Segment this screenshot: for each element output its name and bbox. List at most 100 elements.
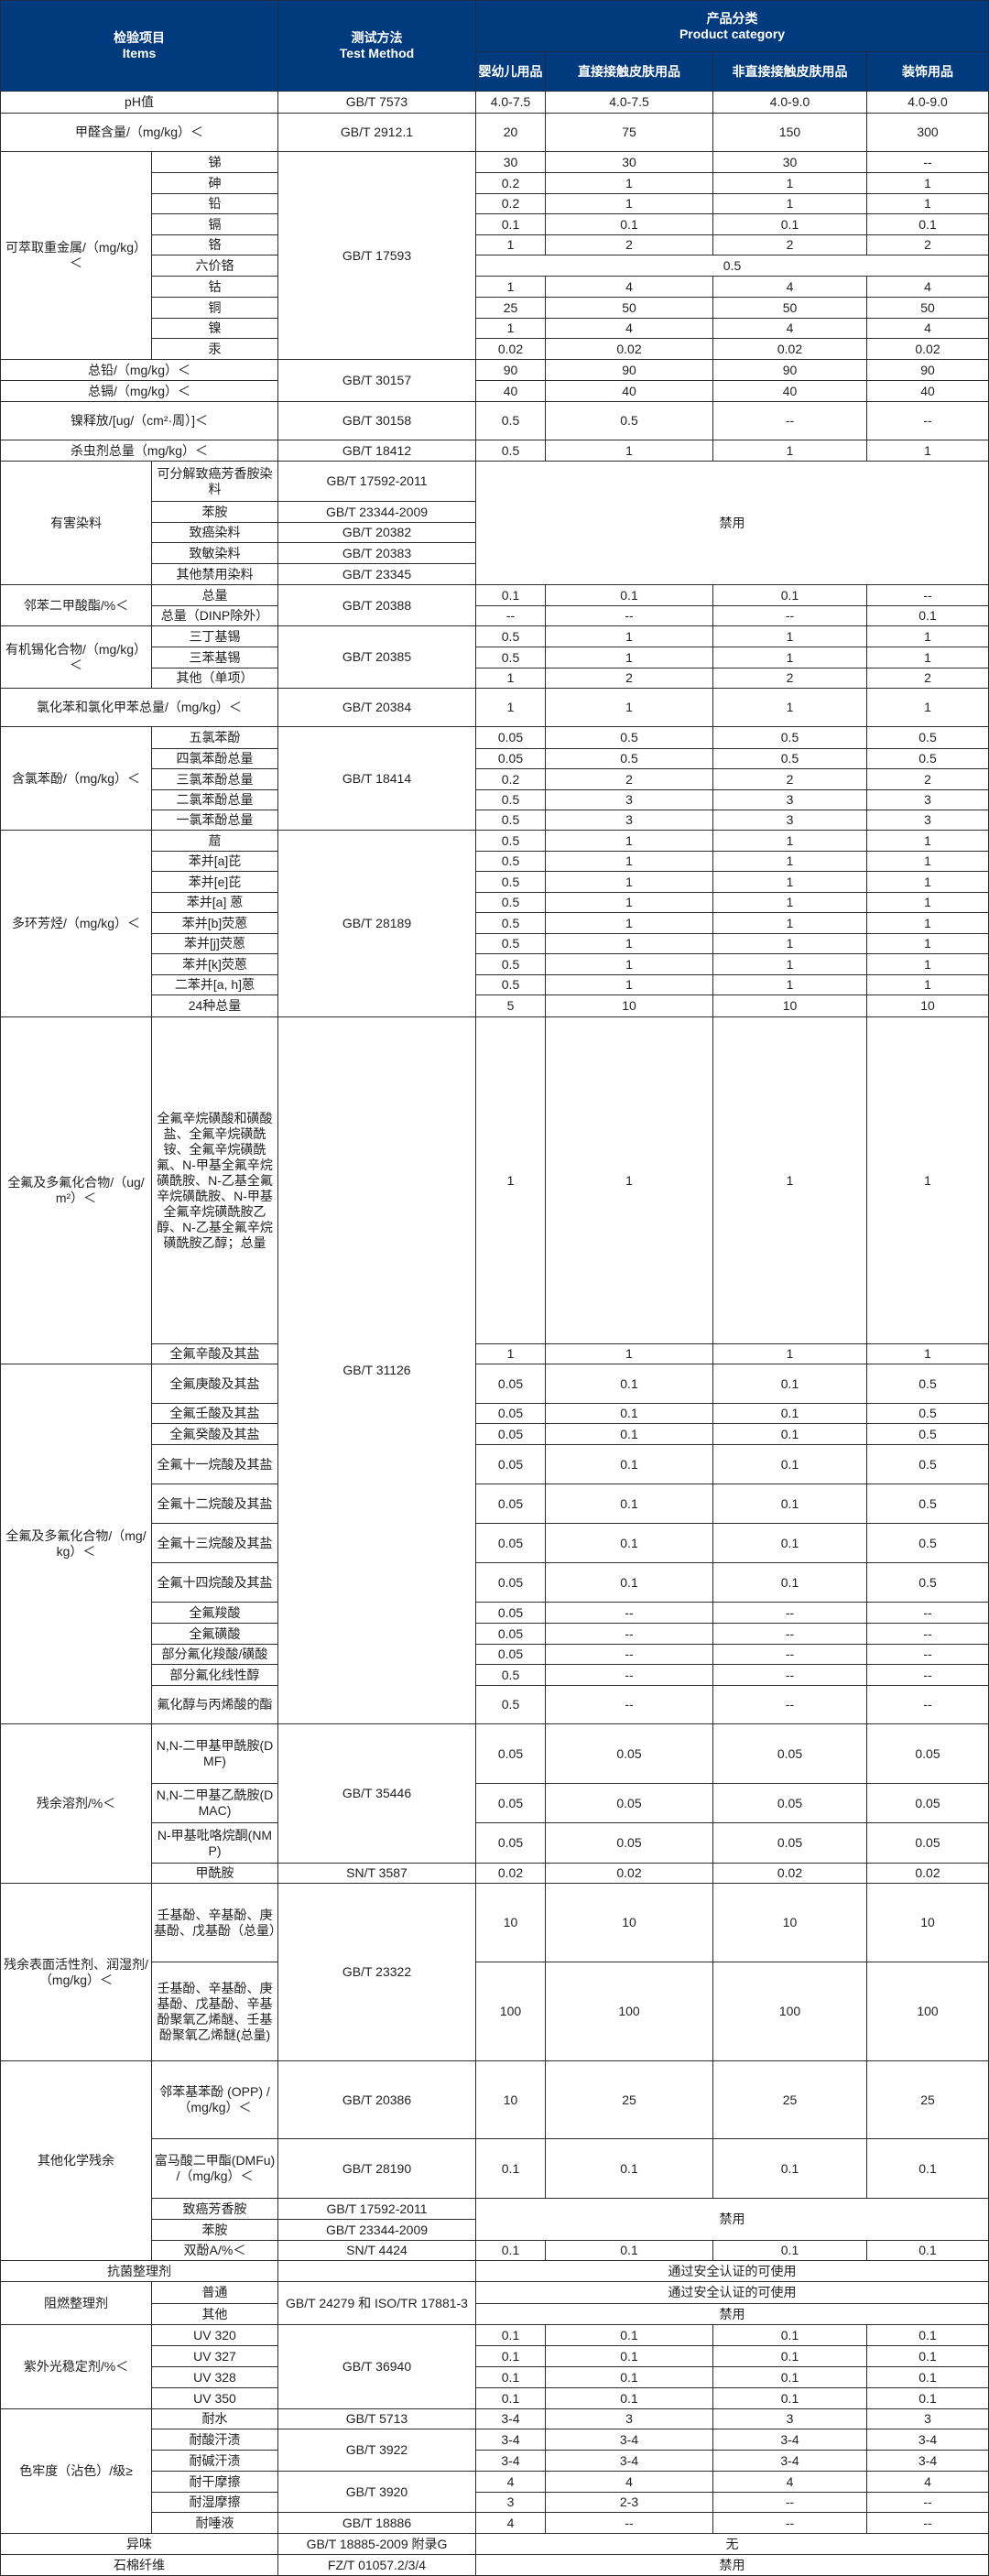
value-cell-infant: 1 <box>475 318 546 339</box>
value-cell-decorative: 4 <box>865 2471 989 2493</box>
value-cell-direct-skin: 0.1 <box>545 213 713 235</box>
table-row: 全氟及多氟化合物/（ug/m²）＜ 全氟辛烷磺酸和磺酸盐、全氟辛烷磺酰铵、全氟辛烷… <box>0 1016 989 1724</box>
value-cell-direct-skin: 90 <box>545 359 713 381</box>
value-cell-decorative: 1 <box>865 933 989 954</box>
subitem-cell: 三苯基锡 <box>151 647 278 668</box>
value-cell-decorative: 0.02 <box>865 338 989 360</box>
value-cell-infant: 30 <box>475 151 546 173</box>
value-cell-indirect-skin: 4.0-9.0 <box>712 91 867 114</box>
value-cell-decorative: 0.5 <box>865 1484 989 1524</box>
table-row: 含氯苯酚/（mg/kg）＜ 五氯苯酚 GB/T 18414 0.05 0.5 0.5 0.5 <box>0 726 989 831</box>
value-cell-direct-skin: 0.1 <box>545 2345 713 2367</box>
table-row: 耐酸汗渍 GB/T 3922 3-4 3-4 3-4 3-4 <box>1 2429 989 2472</box>
value-cell-decorative: 0.1 <box>865 2324 989 2346</box>
all-categories-value-cell: 无 <box>474 2533 989 2555</box>
subitem-cell: 氟化醇与丙烯酸的酯 <box>151 1685 278 1724</box>
subitem-cell: 全氟十二烷酸及其盐 <box>151 1484 278 1524</box>
table-row: 全氟十二烷酸及其盐 0.05 0.1 0.1 0.5 <box>1 1484 989 1524</box>
value-cell-indirect-skin: 2 <box>712 234 867 255</box>
table-row: 色牢度（沾色）/级≥ 耐水 GB/T 5713 3-4 3 3 3 <box>0 2408 989 2534</box>
value-cell-infant: 0.1 <box>475 213 546 235</box>
value-cell-decorative: 0.5 <box>865 1523 989 1563</box>
value-cell-indirect-skin: 0.5 <box>712 748 867 769</box>
item-cell: 杀虫剂总量（mg/kg）＜ <box>0 440 278 462</box>
subitem-cell: 耐干摩擦 <box>151 2471 278 2493</box>
value-cell-direct-skin: -- <box>545 1685 713 1724</box>
value-cell-indirect-skin: 4 <box>712 276 867 298</box>
subitem-cell: N-甲基吡咯烷酮(NMP) <box>151 1822 278 1864</box>
value-cell-infant: 0.05 <box>475 1562 546 1603</box>
value-cell-indirect-skin: 0.1 <box>712 2387 867 2409</box>
header-category-cn: 产品分类 <box>706 10 758 26</box>
value-cell-direct-skin: 2-3 <box>545 2492 713 2513</box>
value-cell-infant: 0.05 <box>475 1723 546 1784</box>
value-cell-infant: 0.02 <box>475 338 546 360</box>
value-cell-direct-skin: 1 <box>545 647 713 668</box>
test-method-cell: FZ/T 01057.2/3/4 <box>277 2554 476 2576</box>
value-cell-decorative: 4 <box>865 318 989 339</box>
value-cell-decorative: -- <box>865 2492 989 2513</box>
subitem-cell: 富马酸二甲酯(DMFu) /（mg/kg）＜ <box>151 2138 278 2199</box>
subitem-cell: 全氟十四烷酸及其盐 <box>151 1562 278 1603</box>
value-cell-infant: 4 <box>475 2471 546 2493</box>
test-method-cell: GB/T 3920 <box>277 2471 476 2513</box>
value-cell-direct-skin: 2 <box>545 768 713 790</box>
value-cell-infant: 0.05 <box>475 1364 546 1404</box>
value-cell-direct-skin: 0.1 <box>545 1403 713 1424</box>
value-cell-infant: 0.5 <box>475 933 546 954</box>
subitem-cell: 全氟十三烷酸及其盐 <box>151 1523 278 1563</box>
subitem-cell: 苯胺 <box>151 2219 278 2241</box>
value-cell-indirect-skin: 0.05 <box>712 1723 867 1784</box>
table-row: pH值 GB/T 7573 4.0-7.5 4.0-7.5 4.0-9.0 4.0-9.0 <box>0 91 989 114</box>
value-cell-direct-skin: 0.1 <box>545 1423 713 1445</box>
subitem-cell: 总量 <box>151 584 278 606</box>
value-cell-infant: 0.2 <box>475 172 546 194</box>
value-cell-direct-skin: 25 <box>545 2060 713 2139</box>
subitem-cell: 双酚A/%＜ <box>151 2240 278 2261</box>
subitem-cell: 砷 <box>151 172 278 194</box>
table-row: 铜 25 50 50 50 <box>1 297 989 319</box>
header-category-en: Product category <box>679 26 786 41</box>
subitem-cell: 全氟癸酸及其盐 <box>151 1423 278 1445</box>
value-cell-decorative: -- <box>865 1623 989 1645</box>
value-cell-indirect-skin: 30 <box>712 151 867 173</box>
value-cell-indirect-skin: -- <box>712 1602 867 1624</box>
table-row: 耐碱汗渍 3-4 3-4 3-4 3-4 <box>1 2450 989 2472</box>
subitem-cell: 全氟磺酸 <box>151 1623 278 1645</box>
value-cell-infant: 0.05 <box>475 726 546 749</box>
item-cell: 总镉/（mg/kg）＜ <box>0 380 278 402</box>
subitem-cell: 甲酰胺 <box>151 1863 278 1884</box>
all-categories-value-cell: 通过安全认证的可使用 <box>474 2260 989 2282</box>
value-cell-decorative: 1 <box>865 1016 989 1344</box>
value-cell-indirect-skin: 0.1 <box>712 2366 867 2388</box>
test-method-cell: GB/T 20382 <box>277 522 476 543</box>
value-cell-direct-skin: 10 <box>545 995 713 1017</box>
test-method-cell: GB/T 23322 <box>277 1883 476 2061</box>
header-category-decorative: 装饰用品 <box>865 51 989 92</box>
value-cell-direct-skin: 0.05 <box>545 1822 713 1864</box>
value-cell-decorative: 1 <box>865 953 989 975</box>
test-method-cell: GB/T 24279 和 ISO/TR 17881-3 <box>277 2281 476 2325</box>
value-cell-direct-skin: -- <box>545 1664 713 1686</box>
table-row: 苯并[a] 蒽 0.5 1 1 1 <box>1 892 989 913</box>
table-row: 致癌染料 GB/T 20382 <box>1 522 989 543</box>
value-cell-decorative: 3 <box>865 2408 989 2429</box>
value-cell-decorative: 1 <box>865 625 989 647</box>
table-row: 氟化醇与丙烯酸的酯 0.5 -- -- -- <box>1 1685 989 1724</box>
item-group-cell: 全氟及多氟化合物/（mg/kg）＜ <box>0 1364 152 1724</box>
subitem-cell: 致癌芳香胺 <box>151 2198 278 2220</box>
value-cell-direct-skin: 1 <box>545 892 713 913</box>
value-cell-indirect-skin: 0.1 <box>712 2324 867 2346</box>
table-row: 紫外光稳定剂/%＜ UV 320 GB/T 36940 0.1 0.1 0.1 0.1 <box>0 2324 989 2409</box>
table-row: N,N-二甲基乙酰胺(DMAC) 0.05 0.05 0.05 0.05 <box>1 1783 989 1823</box>
value-cell-indirect-skin: 10 <box>712 995 867 1017</box>
value-cell-direct-skin: 3-4 <box>545 2429 713 2451</box>
value-cell-indirect-skin: 100 <box>712 1962 867 2061</box>
header-category-infant: 婴幼儿用品 <box>475 51 546 92</box>
subitem-cell: 部分氟化羧酸/磺酸 <box>151 1644 278 1665</box>
value-cell-indirect-skin: 1 <box>712 851 867 872</box>
value-cell-infant: 5 <box>475 995 546 1017</box>
value-cell-indirect-skin: 4 <box>712 2471 867 2493</box>
value-cell-infant: 0.5 <box>475 892 546 913</box>
